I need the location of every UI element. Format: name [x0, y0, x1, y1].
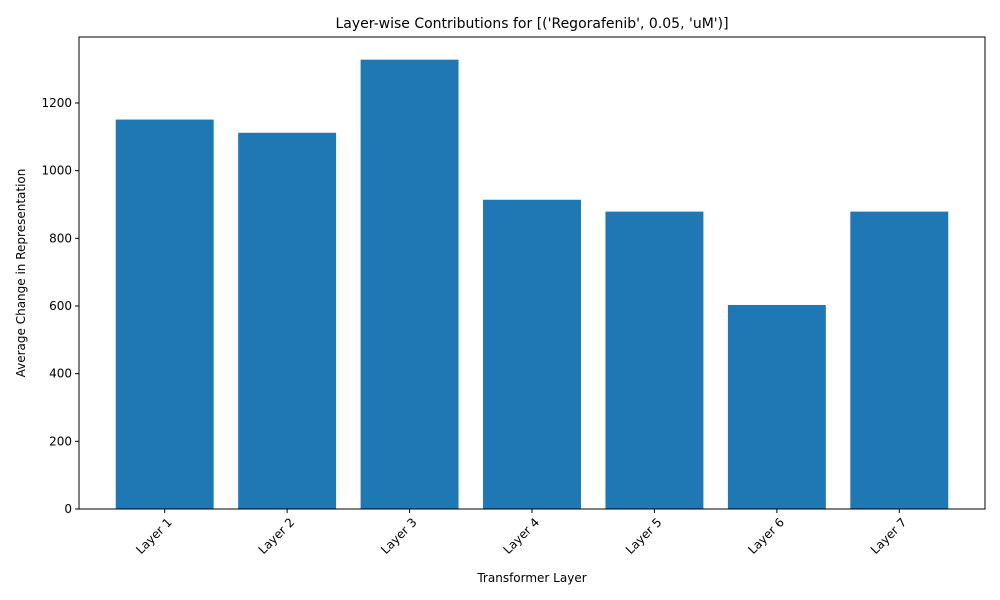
bar-layer-3 [360, 59, 459, 510]
x-axis-label: Transformer Layer [476, 571, 586, 585]
x-tick-label: Layer 2 [256, 515, 298, 557]
bar-layer-7 [850, 211, 949, 510]
chart-title: Layer-wise Contributions for [('Regorafe… [335, 16, 728, 32]
x-tick-label: Layer 7 [868, 515, 910, 557]
y-tick-label: 1000 [41, 164, 72, 178]
bar-layer-1 [115, 119, 214, 509]
plot-frame [78, 36, 986, 510]
bar-layer-4 [483, 199, 581, 509]
x-axis-ticks: Layer 1 Layer 2 Layer 3 Layer 4 Layer 5 Layer… [133, 509, 909, 557]
x-tick-label: Layer 6 [745, 515, 787, 557]
y-tick-label: 400 [49, 367, 72, 381]
y-tick-label: 0 [64, 502, 72, 516]
bars-group [115, 59, 949, 510]
y-axis-ticks: 0 200 400 600 800 1000 1200 [41, 96, 79, 516]
bar-layer-5 [605, 211, 704, 510]
x-tick-label: Layer 4 [500, 515, 542, 557]
bar-layer-6 [727, 304, 826, 509]
y-tick-label: 600 [49, 299, 72, 313]
bar-layer-2 [238, 132, 337, 509]
x-tick-label: Layer 5 [623, 515, 665, 557]
y-axis-label: Average Change in Representation [14, 169, 28, 378]
y-tick-label: 800 [49, 231, 72, 245]
y-tick-label: 200 [49, 434, 72, 448]
x-tick-label: Layer 3 [378, 515, 420, 557]
y-tick-label: 1200 [41, 96, 72, 110]
x-tick-label: Layer 1 [133, 515, 175, 557]
